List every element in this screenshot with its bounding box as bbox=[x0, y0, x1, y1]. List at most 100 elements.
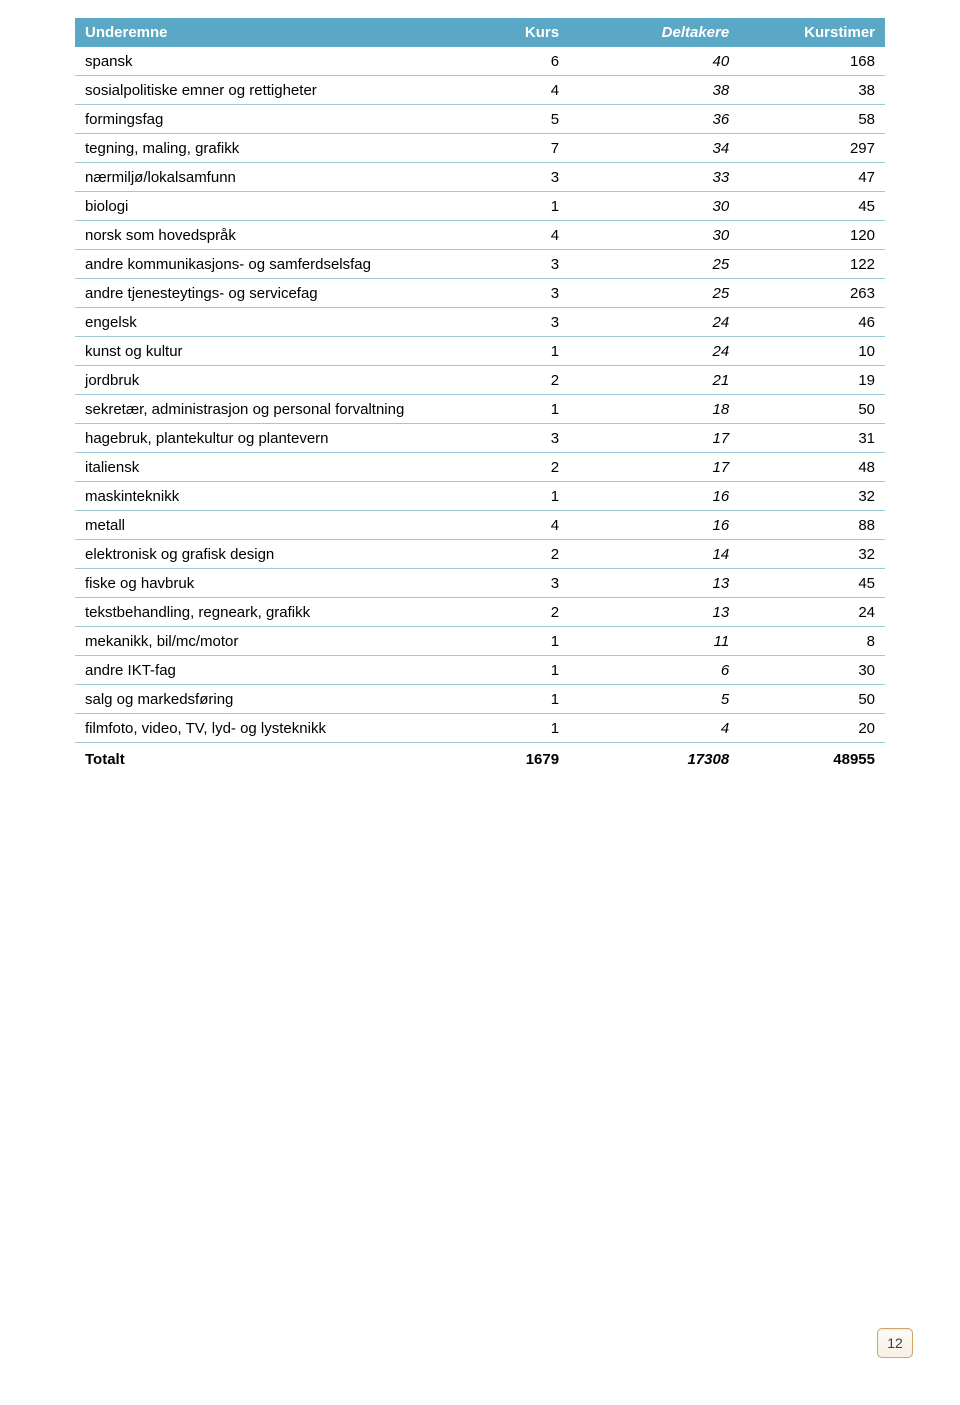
table-row: engelsk32446 bbox=[75, 308, 885, 337]
cell-kurs: 7 bbox=[448, 134, 570, 163]
cell-kurs: 3 bbox=[448, 569, 570, 598]
cell-kurstimer: 120 bbox=[739, 221, 885, 250]
cell-underemne: tegning, maling, grafikk bbox=[75, 134, 448, 163]
cell-deltakere: 17 bbox=[569, 424, 739, 453]
cell-underemne: mekanikk, bil/mc/motor bbox=[75, 627, 448, 656]
cell-underemne: spansk bbox=[75, 47, 448, 76]
cell-kurs: 1 bbox=[448, 395, 570, 424]
cell-deltakere: 36 bbox=[569, 105, 739, 134]
cell-deltakere: 5 bbox=[569, 685, 739, 714]
cell-underemne: formingsfag bbox=[75, 105, 448, 134]
table-row: fiske og havbruk31345 bbox=[75, 569, 885, 598]
cell-deltakere: 13 bbox=[569, 569, 739, 598]
cell-kurstimer: 19 bbox=[739, 366, 885, 395]
table-row: tekstbehandling, regneark, grafikk21324 bbox=[75, 598, 885, 627]
cell-kurstimer: 32 bbox=[739, 540, 885, 569]
cell-kurstimer: 88 bbox=[739, 511, 885, 540]
cell-kurs: 3 bbox=[448, 250, 570, 279]
cell-kurs: 6 bbox=[448, 47, 570, 76]
cell-deltakere: 4 bbox=[569, 714, 739, 743]
col-header-deltakere: Deltakere bbox=[569, 18, 739, 47]
table-row: maskinteknikk11632 bbox=[75, 482, 885, 511]
cell-kurstimer: 47 bbox=[739, 163, 885, 192]
cell-underemne: fiske og havbruk bbox=[75, 569, 448, 598]
cell-underemne: andre kommunikasjons- og samferdselsfag bbox=[75, 250, 448, 279]
table-row: andre kommunikasjons- og samferdselsfag3… bbox=[75, 250, 885, 279]
table-row: andre tjenesteytings- og servicefag32526… bbox=[75, 279, 885, 308]
cell-deltakere: 40 bbox=[569, 47, 739, 76]
table-row: spansk640168 bbox=[75, 47, 885, 76]
cell-kurstimer: 46 bbox=[739, 308, 885, 337]
cell-kurstimer: 20 bbox=[739, 714, 885, 743]
cell-underemne: filmfoto, video, TV, lyd- og lysteknikk bbox=[75, 714, 448, 743]
cell-kurs: 1 bbox=[448, 714, 570, 743]
cell-underemne: sosialpolitiske emner og rettigheter bbox=[75, 76, 448, 105]
table-row: salg og markedsføring1550 bbox=[75, 685, 885, 714]
cell-deltakere: 38 bbox=[569, 76, 739, 105]
cell-kurs: 1 bbox=[448, 482, 570, 511]
table-row: metall41688 bbox=[75, 511, 885, 540]
cell-total-label: Totalt bbox=[75, 743, 448, 774]
cell-deltakere: 6 bbox=[569, 656, 739, 685]
cell-kurs: 3 bbox=[448, 163, 570, 192]
cell-total-kurstimer: 48955 bbox=[739, 743, 885, 774]
cell-kurstimer: 58 bbox=[739, 105, 885, 134]
cell-underemne: italiensk bbox=[75, 453, 448, 482]
table-row: tegning, maling, grafikk734297 bbox=[75, 134, 885, 163]
cell-kurstimer: 263 bbox=[739, 279, 885, 308]
table-row: andre IKT-fag1630 bbox=[75, 656, 885, 685]
cell-deltakere: 16 bbox=[569, 482, 739, 511]
cell-total-kurs: 1679 bbox=[448, 743, 570, 774]
cell-kurstimer: 50 bbox=[739, 395, 885, 424]
cell-kurs: 2 bbox=[448, 366, 570, 395]
cell-underemne: elektronisk og grafisk design bbox=[75, 540, 448, 569]
cell-deltakere: 13 bbox=[569, 598, 739, 627]
cell-kurs: 1 bbox=[448, 656, 570, 685]
cell-underemne: engelsk bbox=[75, 308, 448, 337]
cell-deltakere: 24 bbox=[569, 308, 739, 337]
cell-underemne: andre IKT-fag bbox=[75, 656, 448, 685]
table-row: biologi13045 bbox=[75, 192, 885, 221]
cell-underemne: andre tjenesteytings- og servicefag bbox=[75, 279, 448, 308]
page-number: 12 bbox=[877, 1328, 913, 1358]
cell-deltakere: 34 bbox=[569, 134, 739, 163]
cell-kurstimer: 122 bbox=[739, 250, 885, 279]
table-row: sosialpolitiske emner og rettigheter4383… bbox=[75, 76, 885, 105]
cell-kurstimer: 45 bbox=[739, 192, 885, 221]
table-row: norsk som hovedspråk430120 bbox=[75, 221, 885, 250]
cell-underemne: salg og markedsføring bbox=[75, 685, 448, 714]
data-table: Underemne Kurs Deltakere Kurstimer spans… bbox=[75, 18, 885, 773]
cell-underemne: sekretær, administrasjon og personal for… bbox=[75, 395, 448, 424]
cell-kurstimer: 168 bbox=[739, 47, 885, 76]
cell-kurs: 4 bbox=[448, 76, 570, 105]
cell-kurs: 3 bbox=[448, 279, 570, 308]
cell-kurstimer: 31 bbox=[739, 424, 885, 453]
cell-deltakere: 11 bbox=[569, 627, 739, 656]
table-row: mekanikk, bil/mc/motor1118 bbox=[75, 627, 885, 656]
table-row: jordbruk22119 bbox=[75, 366, 885, 395]
cell-kurs: 1 bbox=[448, 192, 570, 221]
cell-deltakere: 18 bbox=[569, 395, 739, 424]
cell-kurs: 2 bbox=[448, 598, 570, 627]
table-row: kunst og kultur12410 bbox=[75, 337, 885, 366]
cell-underemne: biologi bbox=[75, 192, 448, 221]
col-header-kurs: Kurs bbox=[448, 18, 570, 47]
cell-deltakere: 30 bbox=[569, 192, 739, 221]
cell-underemne: maskinteknikk bbox=[75, 482, 448, 511]
cell-kurstimer: 38 bbox=[739, 76, 885, 105]
cell-kurs: 2 bbox=[448, 453, 570, 482]
table-row: elektronisk og grafisk design21432 bbox=[75, 540, 885, 569]
cell-kurstimer: 297 bbox=[739, 134, 885, 163]
cell-kurs: 2 bbox=[448, 540, 570, 569]
cell-kurstimer: 32 bbox=[739, 482, 885, 511]
cell-kurs: 3 bbox=[448, 308, 570, 337]
cell-kurstimer: 30 bbox=[739, 656, 885, 685]
cell-underemne: jordbruk bbox=[75, 366, 448, 395]
cell-deltakere: 21 bbox=[569, 366, 739, 395]
table-row: italiensk21748 bbox=[75, 453, 885, 482]
cell-kurs: 1 bbox=[448, 337, 570, 366]
cell-kurstimer: 45 bbox=[739, 569, 885, 598]
table-header-row: Underemne Kurs Deltakere Kurstimer bbox=[75, 18, 885, 47]
cell-underemne: nærmiljø/lokalsamfunn bbox=[75, 163, 448, 192]
cell-underemne: norsk som hovedspråk bbox=[75, 221, 448, 250]
